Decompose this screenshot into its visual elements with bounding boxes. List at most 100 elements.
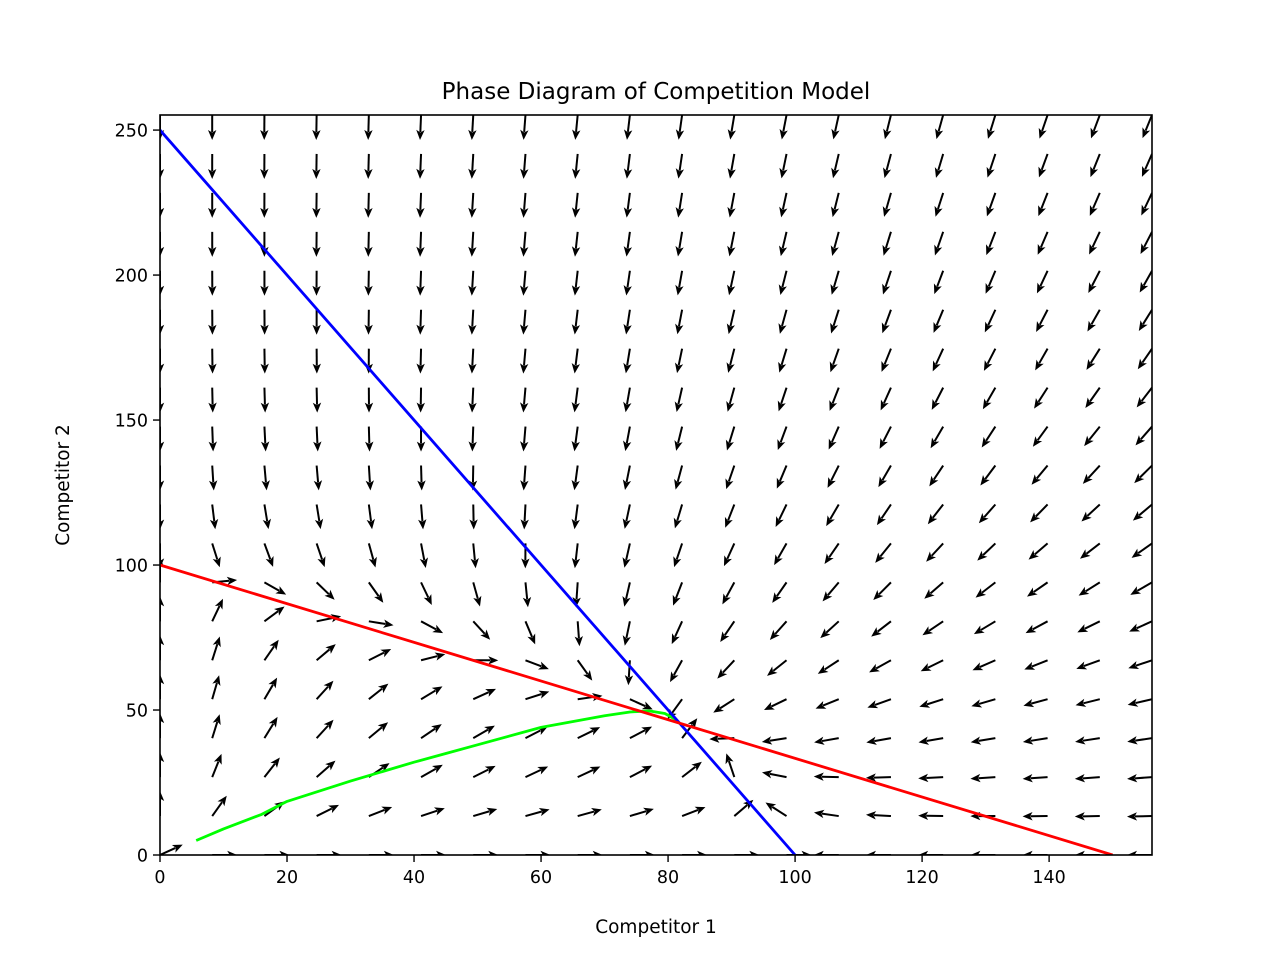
vector-arrow (160, 752, 165, 778)
x-tick-label: 100 (778, 868, 811, 888)
vector-arrow (1028, 542, 1049, 560)
vector-arrow (622, 465, 632, 491)
vector-arrow (520, 465, 529, 491)
vector-arrow (1038, 115, 1049, 139)
vector-arrow (1074, 773, 1100, 783)
vector-arrow (1090, 115, 1101, 139)
vector-arrow (772, 581, 788, 603)
vector-arrow (669, 659, 683, 683)
vector-arrow (1135, 425, 1152, 446)
vector-arrow (160, 596, 165, 622)
vector-arrow (829, 387, 840, 411)
vector-arrow (525, 808, 550, 818)
vector-arrow (971, 698, 996, 708)
vector-arrow (883, 153, 892, 179)
vector-arrow (260, 348, 269, 374)
vector-arrow (208, 270, 217, 296)
vector-arrow (315, 719, 334, 739)
vector-arrow (1077, 620, 1101, 633)
vector-arrow (314, 504, 324, 530)
vector-arrow (365, 465, 374, 491)
vector-arrow (727, 192, 736, 218)
vector-arrow (574, 621, 583, 647)
vector-arrow (1036, 309, 1049, 332)
vector-arrow (674, 348, 684, 374)
vector-arrow (727, 115, 736, 140)
vector-arrow (777, 426, 788, 451)
y-axis-label: Competitor 2 (53, 424, 74, 546)
vector-arrow (208, 231, 217, 257)
vector-arrow (576, 659, 593, 681)
vector-arrow (472, 620, 491, 640)
vector-arrow (211, 795, 227, 817)
y-tick-label: 50 (126, 702, 148, 722)
vector-arrow (1141, 153, 1152, 177)
vector-arrow (260, 231, 269, 257)
plot-area-frame (159, 114, 1153, 856)
vector-arrow (315, 760, 336, 778)
vector-arrow (727, 231, 736, 257)
vector-arrow (1084, 425, 1101, 447)
vector-arrow (468, 270, 477, 296)
vector-arrow (368, 683, 389, 700)
vector-arrow (520, 192, 529, 218)
vector-arrow (525, 850, 551, 855)
vector-arrow (623, 231, 633, 257)
vector-arrow (1132, 503, 1152, 521)
vector-arrow (674, 465, 684, 490)
vector-arrow (208, 309, 217, 335)
vector-arrow (468, 153, 477, 179)
vector-arrow (315, 581, 335, 600)
vector-arrow (312, 270, 321, 296)
vector-arrow (934, 192, 945, 217)
vector-arrow (827, 465, 840, 488)
vector-arrow (571, 192, 581, 218)
x-tick-label: 0 (154, 868, 165, 888)
vector-arrow (622, 504, 631, 529)
vector-arrow (468, 192, 477, 218)
vector-arrow (1022, 736, 1048, 745)
n1-nullcline-line (160, 129, 797, 855)
vector-arrow (776, 465, 788, 489)
n2-nullcline-line (160, 563, 1114, 855)
vector-arrow (926, 542, 944, 562)
vector-arrow (366, 504, 375, 530)
vector-arrow (263, 606, 285, 623)
vector-arrow (519, 309, 529, 335)
vector-arrow (1024, 659, 1048, 670)
vector-field (160, 115, 1152, 855)
vector-arrow (918, 850, 944, 855)
vector-arrow (524, 620, 536, 645)
vector-arrow (1088, 270, 1101, 293)
vector-arrow (1127, 736, 1152, 745)
vector-arrow (983, 348, 997, 371)
vector-arrow (918, 811, 944, 821)
vector-arrow (830, 270, 840, 295)
vector-arrow (420, 581, 432, 605)
vector-arrow (1074, 812, 1100, 821)
vector-arrow (981, 426, 997, 448)
vector-arrow (880, 387, 892, 411)
vector-arrow (416, 309, 425, 335)
vector-arrow (774, 542, 788, 566)
vector-arrow (160, 192, 165, 218)
vector-arrow (160, 674, 165, 700)
vector-arrow (970, 850, 996, 855)
vector-arrow (368, 806, 393, 817)
vector-arrow (571, 348, 581, 374)
vector-arrow (813, 850, 839, 855)
vector-arrow (1087, 309, 1101, 332)
vector-arrow (1080, 542, 1101, 559)
vector-arrow (623, 309, 632, 335)
vector-arrow (883, 115, 892, 140)
vector-arrow (420, 807, 445, 818)
vector-arrow (1138, 309, 1152, 331)
vector-arrow (260, 153, 269, 179)
vector-arrow (624, 660, 634, 686)
trajectory-line (195, 709, 677, 842)
vector-arrow (160, 465, 165, 491)
vector-arrow (416, 270, 425, 296)
vector-arrow (419, 543, 428, 568)
vector-arrow (734, 850, 760, 855)
vector-arrow (261, 465, 270, 491)
